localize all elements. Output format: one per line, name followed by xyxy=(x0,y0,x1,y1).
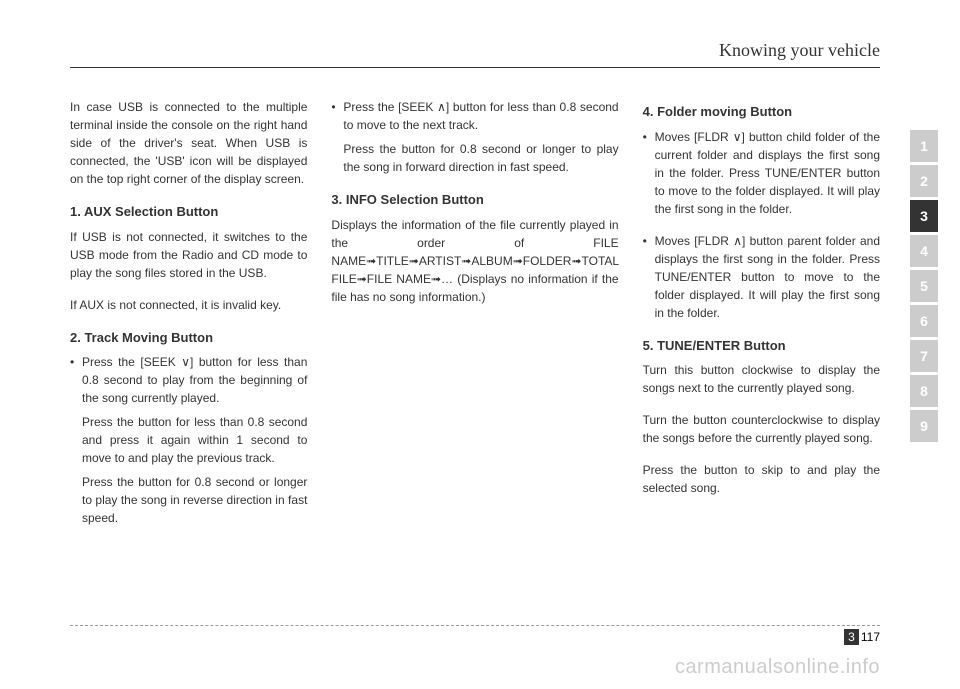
footer-page: 117 xyxy=(861,630,880,644)
bullet-item: • Press the [SEEK ∧] button for less tha… xyxy=(331,98,618,182)
page-footer: 3117 xyxy=(70,625,880,644)
aux-p2: If AUX is not connected, it is invalid k… xyxy=(70,296,307,314)
bullet-item: • Press the [SEEK ∨] button for less tha… xyxy=(70,353,307,533)
aux-p1: If USB is not connected, it switches to … xyxy=(70,228,307,282)
content-columns: In case USB is connected to the multiple… xyxy=(70,98,880,541)
folder-b1: Moves [FLDR ∨] button child folder of th… xyxy=(655,128,880,218)
watermark-text: carmanualsonline.info xyxy=(675,656,880,679)
bullet-dot-icon: • xyxy=(643,232,655,328)
column-1: In case USB is connected to the multiple… xyxy=(70,98,307,541)
seek-b2: Press the button for 0.8 second or longe… xyxy=(343,140,618,176)
header-title: Knowing your vehicle xyxy=(719,40,880,60)
tab-3[interactable]: 3 xyxy=(910,200,938,232)
tab-1[interactable]: 1 xyxy=(910,130,938,162)
section-tabs: 1 2 3 4 5 6 7 8 9 xyxy=(910,130,938,442)
tab-5[interactable]: 5 xyxy=(910,270,938,302)
tab-8[interactable]: 8 xyxy=(910,375,938,407)
page-header: Knowing your vehicle xyxy=(70,40,880,68)
tab-4[interactable]: 4 xyxy=(910,235,938,267)
column-3: 4. Folder moving Button • Moves [FLDR ∨]… xyxy=(643,98,880,541)
tab-2[interactable]: 2 xyxy=(910,165,938,197)
tune-p1: Turn this button clockwise to display th… xyxy=(643,361,880,397)
heading-info: 3. INFO Selection Button xyxy=(331,190,618,210)
footer-section: 3 xyxy=(844,629,859,645)
bullet-item: • Moves [FLDR ∨] button child folder of … xyxy=(643,128,880,224)
bullet-dot-icon: • xyxy=(70,353,82,533)
column-2: • Press the [SEEK ∧] button for less tha… xyxy=(331,98,618,541)
track-b3: Press the button for 0.8 second or longe… xyxy=(82,473,307,527)
bullet-item: • Moves [FLDR ∧] button parent folder an… xyxy=(643,232,880,328)
tune-p2: Turn the button counterclockwise to disp… xyxy=(643,411,880,447)
heading-track: 2. Track Moving Button xyxy=(70,328,307,348)
bullet-dot-icon: • xyxy=(331,98,343,182)
folder-b2: Moves [FLDR ∧] button parent folder and … xyxy=(655,232,880,322)
track-b1: Press the [SEEK ∨] button for less than … xyxy=(82,353,307,407)
seek-b1: Press the [SEEK ∧] button for less than … xyxy=(343,98,618,134)
tab-7[interactable]: 7 xyxy=(910,340,938,372)
track-b2: Press the button for less than 0.8 secon… xyxy=(82,413,307,467)
info-p: Displays the information of the file cur… xyxy=(331,216,618,306)
bullet-dot-icon: • xyxy=(643,128,655,224)
heading-aux: 1. AUX Selection Button xyxy=(70,202,307,222)
heading-tune: 5. TUNE/ENTER Button xyxy=(643,336,880,356)
intro-text: In case USB is connected to the multiple… xyxy=(70,98,307,188)
tune-p3: Press the button to skip to and play the… xyxy=(643,461,880,497)
tab-6[interactable]: 6 xyxy=(910,305,938,337)
tab-9[interactable]: 9 xyxy=(910,410,938,442)
heading-folder: 4. Folder moving Button xyxy=(643,102,880,122)
